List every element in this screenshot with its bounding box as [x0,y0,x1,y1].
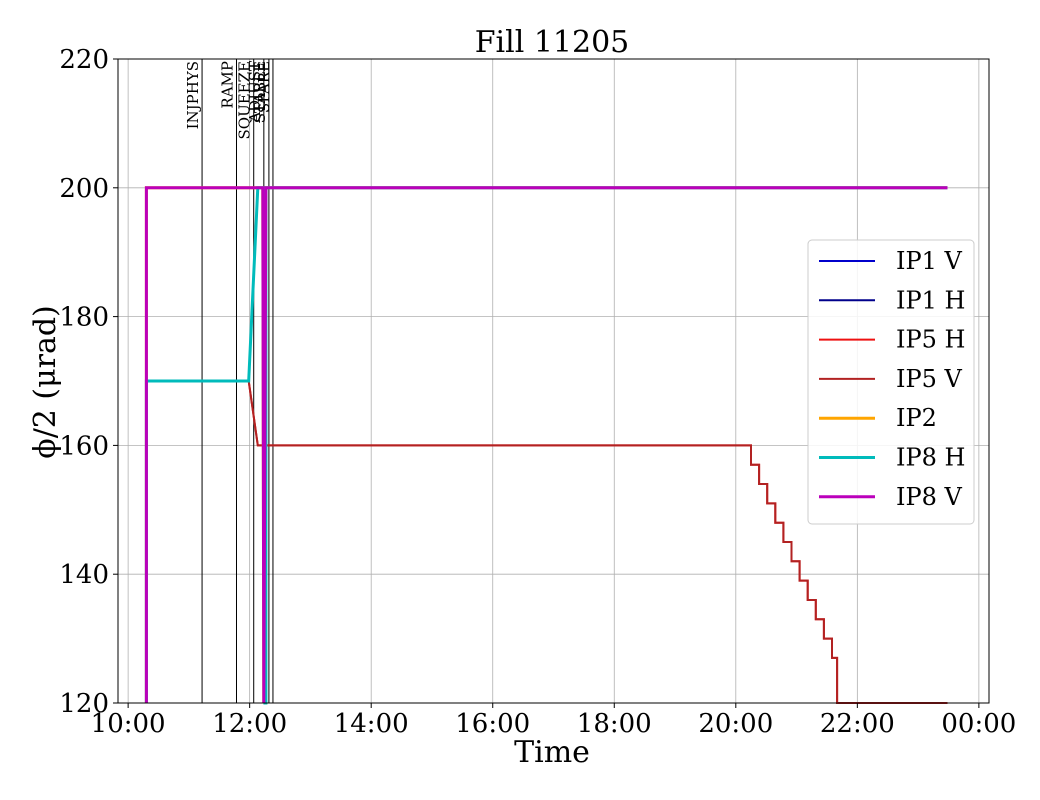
phase-label: SPARE [255,61,273,113]
x-tick-label: 20:00 [698,709,773,739]
y-tick-label: 220 [59,45,109,75]
y-ticks: 120 140 160 180 200 220 [59,45,118,719]
y-tick-label: 160 [59,431,109,461]
legend: IP1 V IP1 H IP5 H IP5 V IP2 IP8 H IP8 V [807,239,975,525]
phase-label: SQUEEZE [236,61,254,140]
phase-label: STABLE [251,61,269,123]
x-tick-label: 00:00 [941,709,1016,739]
chart-title: Fill 11205 [475,25,630,60]
legend-entry: IP1 V [896,247,963,275]
x-tick-label: 12:00 [212,709,287,739]
x-axis-label: Time [514,735,590,770]
x-tick-label: 18:00 [577,709,652,739]
series-line-ip8-v [144,186,948,704]
legend-entry: IP8 H [896,444,965,472]
y-tick-label: 200 [59,174,109,204]
x-tick-label: 16:00 [455,709,530,739]
legend-entry: IP5 V [896,365,963,393]
phase-label: INJPHYS [184,61,202,129]
legend-entry: IP2 [896,404,937,432]
y-tick-label: 140 [59,560,109,590]
x-ticks: 10:00 12:00 14:00 16:00 18:00 20:00 22:00 00:00 [91,703,1016,739]
legend-entry: IP1 H [896,286,965,314]
plot-frame [117,58,990,704]
y-tick-label: 120 [59,689,109,719]
x-tick-label: 22:00 [820,709,895,739]
legend-box [807,239,975,525]
x-tick-label: 14:00 [334,709,409,739]
y-tick-label: 180 [59,303,109,333]
legend-entry: IP8 V [896,483,963,511]
phase-label: ADJUST [246,61,264,124]
legend-entry: IP5 H [896,326,965,354]
phase-label: RAMP [218,61,236,109]
series-line-ip5-v [145,380,948,704]
x-tick-label: 10:00 [91,709,166,739]
y-axis-label: ϕ/2 (μrad) [28,305,63,459]
